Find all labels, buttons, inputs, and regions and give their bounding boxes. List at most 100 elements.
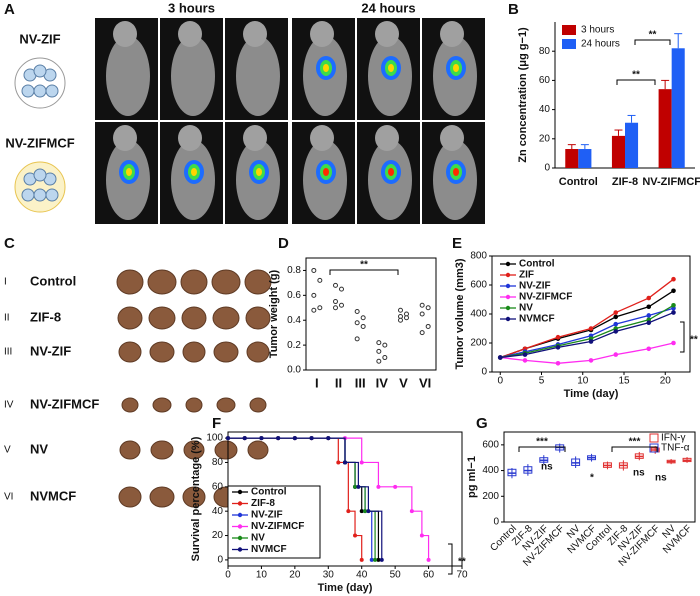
- mouse-head: [310, 125, 334, 151]
- y-tick-label: 0.8: [287, 265, 301, 276]
- bar: [625, 122, 639, 168]
- data-point: [426, 557, 431, 562]
- row-title: NV-ZIF: [19, 31, 60, 46]
- data-point: [360, 323, 366, 329]
- x-tick-label: 30: [323, 570, 335, 581]
- x-tick-label: 20: [660, 376, 672, 387]
- y-tick-label: 60: [212, 481, 224, 492]
- legend-label: NV-ZIF: [519, 281, 551, 292]
- signal-core: [453, 168, 459, 176]
- significance-bracket: [329, 269, 399, 275]
- mouse-head: [310, 21, 334, 47]
- legend-marker: [505, 305, 511, 311]
- y-tick-label: 0: [493, 517, 499, 528]
- x-axis-label: Time (day): [318, 582, 373, 594]
- data-point: [360, 315, 366, 321]
- data-point: [613, 321, 619, 327]
- legend-marker: [505, 316, 511, 322]
- data-point: [317, 277, 323, 283]
- data-point: [376, 557, 381, 562]
- y-axis-label: Tumor volume (mm3): [454, 258, 466, 369]
- panel-label: G: [476, 415, 488, 432]
- signal-core: [388, 64, 394, 72]
- column-title: 24 hours: [361, 0, 415, 15]
- data-point: [425, 323, 431, 329]
- panel-label: C: [4, 235, 15, 252]
- data-point: [354, 336, 360, 342]
- tumor: [181, 306, 207, 330]
- tumor: [121, 397, 139, 413]
- tumor: [150, 440, 174, 460]
- data-point: [671, 340, 676, 346]
- row-name: NV: [30, 441, 48, 456]
- bar: [578, 149, 592, 168]
- row-name: Control: [30, 273, 76, 288]
- data-point: [419, 302, 425, 308]
- y-tick-label: 0.4: [287, 315, 301, 326]
- data-point: [613, 352, 619, 357]
- y-tick-label: 20: [212, 530, 224, 541]
- y-tick-label: 0: [544, 163, 550, 174]
- legend-swatch: [649, 443, 659, 453]
- y-tick-label: 0.2: [287, 340, 301, 351]
- data-point: [354, 309, 360, 315]
- significance-label: *: [590, 473, 594, 484]
- y-tick-label: 60: [539, 75, 551, 86]
- data-point: [646, 304, 652, 310]
- mouse-head: [243, 125, 267, 151]
- tumor: [116, 269, 144, 295]
- plot-frame: [305, 257, 437, 371]
- bar: [565, 149, 579, 168]
- data-point: [404, 315, 409, 321]
- y-tick-label: 800: [470, 251, 487, 262]
- signal-core: [388, 168, 394, 176]
- legend-label: Control: [251, 487, 287, 498]
- tumor: [182, 486, 206, 508]
- tumor: [148, 306, 176, 330]
- data-point: [369, 557, 374, 562]
- nanoparticle: [33, 84, 47, 98]
- data-point: [336, 460, 341, 465]
- y-tick-label: 0: [217, 555, 223, 566]
- x-tick-label: 70: [456, 570, 468, 581]
- x-tick-label: ZIF-8: [612, 176, 638, 188]
- x-tick-label: 10: [256, 570, 268, 581]
- data-point: [646, 346, 652, 352]
- legend-label: NV: [519, 303, 533, 314]
- data-point: [276, 436, 281, 441]
- data-point: [226, 436, 230, 441]
- y-axis-label: Survival percentage (%): [190, 436, 202, 561]
- legend-marker: [237, 489, 243, 495]
- data-point: [671, 303, 676, 308]
- legend-swatch: [562, 39, 576, 49]
- tumor: [147, 269, 177, 295]
- tumor: [212, 306, 240, 330]
- nanoparticle: [45, 188, 59, 202]
- y-tick-label: 200: [470, 338, 487, 349]
- significance-bracket: [611, 446, 658, 452]
- y-tick-label: 0.6: [287, 290, 301, 301]
- data-point: [379, 557, 384, 562]
- data-point: [613, 329, 619, 334]
- data-point: [588, 339, 594, 344]
- tumor: [249, 397, 267, 413]
- column-title: 3 hours: [168, 0, 215, 15]
- mouse-body: [236, 36, 280, 116]
- data-point: [359, 557, 364, 562]
- data-point: [242, 436, 247, 441]
- legend-swatch: [649, 433, 659, 443]
- row-name: NVMCF: [30, 488, 76, 503]
- data-point: [317, 305, 323, 311]
- mouse-head: [243, 21, 267, 47]
- signal-core: [323, 64, 329, 72]
- nanoparticle: [33, 188, 47, 202]
- tumor: [244, 269, 272, 295]
- y-tick-label: 100: [206, 433, 223, 444]
- y-tick-label: 0.0: [287, 365, 301, 376]
- data-point: [555, 334, 561, 340]
- y-tick-label: 40: [539, 104, 551, 115]
- legend-marker: [505, 294, 511, 300]
- mouse-body: [106, 36, 150, 116]
- data-point: [398, 317, 403, 323]
- y-tick-label: 40: [212, 506, 224, 517]
